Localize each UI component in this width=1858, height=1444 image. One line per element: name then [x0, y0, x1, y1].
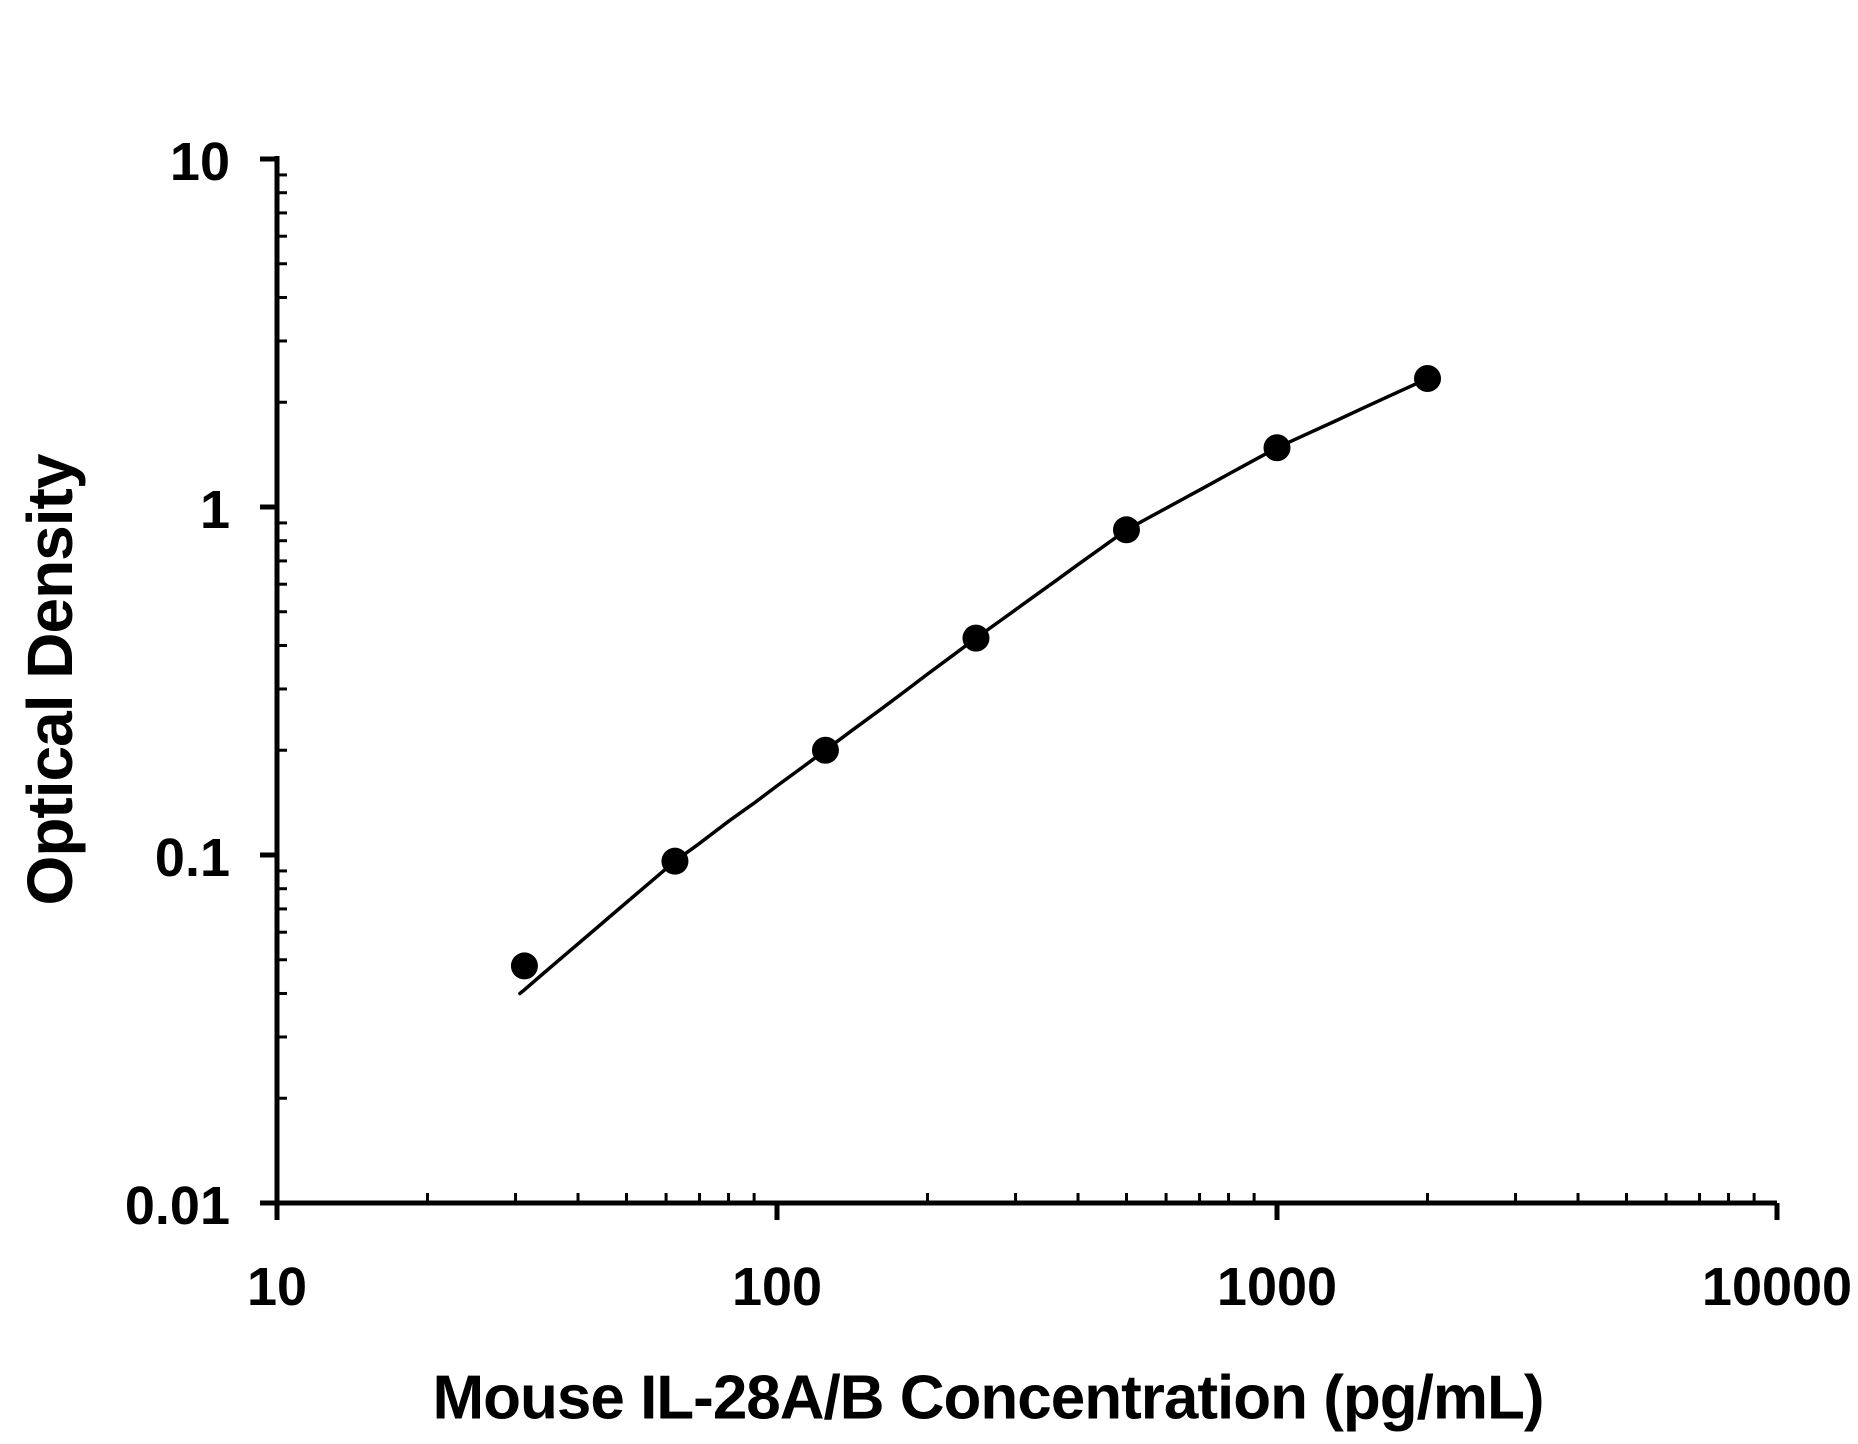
- y-tick-label: 0.01: [125, 1176, 230, 1236]
- data-point-marker: [1414, 365, 1442, 393]
- y-tick-label: 0.1: [155, 828, 230, 888]
- data-point-marker: [962, 624, 990, 652]
- y-axis-title: Optical Density: [14, 454, 86, 906]
- data-point-marker: [510, 952, 538, 980]
- y-tick-label: 10: [170, 132, 230, 192]
- x-tick-label: 10: [247, 1257, 307, 1317]
- x-tick-label: 100: [732, 1257, 822, 1317]
- data-point-marker: [661, 847, 689, 875]
- fitted-curve-line: [518, 376, 1430, 996]
- x-tick-label: 1000: [1217, 1257, 1337, 1317]
- x-axis-title: Mouse IL-28A/B Concentration (pg/mL): [432, 1363, 1545, 1433]
- data-point-marker: [1112, 516, 1140, 544]
- data-point-marker: [811, 736, 839, 764]
- y-tick-label: 1: [200, 480, 230, 540]
- data-point-marker: [1263, 434, 1291, 462]
- x-tick-label: 10000: [1702, 1257, 1852, 1317]
